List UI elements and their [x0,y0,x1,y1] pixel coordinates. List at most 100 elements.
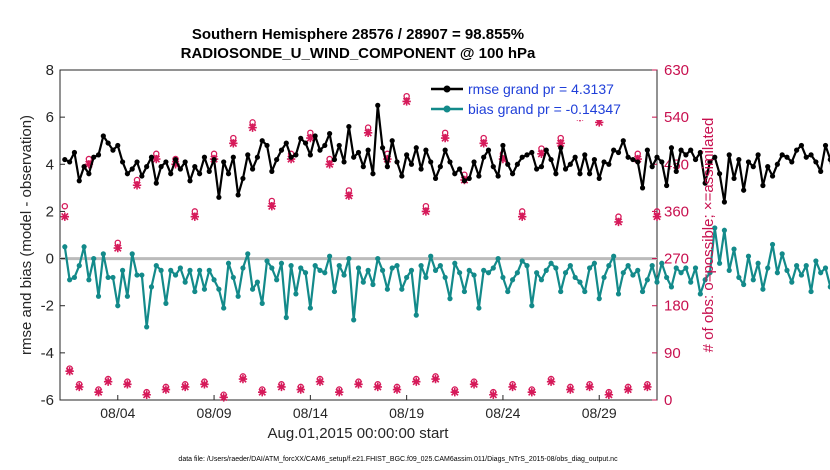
y-tick-label: 4 [46,156,54,173]
rmse-series-point [129,166,135,172]
bias-series-point [129,251,135,257]
bias-series-point [721,227,728,233]
rmse-series-point [144,164,150,170]
rmse-series-point [81,164,87,170]
bias-series-point [144,324,150,330]
rmse-series-point [206,168,212,174]
bias-series-point [615,291,622,297]
bias-series-point [124,293,131,299]
rmse-series-point [105,140,111,146]
bias-series-point [750,277,756,283]
rmse-series-point [639,185,646,191]
obs-assimilated-point [392,385,402,394]
obs-assimilated-point [65,366,74,376]
bias-series-point [697,291,703,297]
rmse-series-point [399,173,405,179]
obs-assimilated-point [103,377,113,386]
rmse-series-point [91,154,97,160]
rmse-series-point [794,147,800,153]
rmse-series-point [168,171,174,177]
rmse-series-point [562,166,569,172]
bias-series-point [529,303,535,309]
rmse-series-point [341,159,347,165]
x-tick-label: 08/14 [293,405,328,421]
bias-series-point [134,272,140,278]
bias-series-point [543,267,549,273]
bias-series-point [794,263,800,269]
y-axis-label: rmse and bias (model - observation) [18,115,35,355]
y2-tick-label: 630 [664,62,689,79]
bias-series-point [302,270,309,276]
bias-series-point [206,267,212,273]
rmse-series-point [591,156,598,163]
bias-series-point [726,267,732,273]
obs-assimilated-point [373,382,382,392]
rmse-series-point [432,175,439,182]
bias-series-point [630,272,636,278]
bias-series-point [278,260,285,266]
bias-series-point [163,300,169,306]
bias-series-point [293,291,299,297]
rmse-series-point [765,164,771,170]
rmse-series-point [197,171,203,177]
bias-series-point [351,317,357,323]
bias-series-point [784,267,790,273]
rmse-series-point [529,149,535,156]
bias-series-point [476,305,482,311]
bias-series-point [659,260,665,266]
rmse-series-point [192,164,198,170]
rmse-series-point [611,147,617,153]
bias-series-point [813,258,819,264]
bias-series-point [201,286,208,292]
rmse-series-point [741,187,747,193]
rmse-series-point [379,145,386,151]
x-tick-label: 08/04 [100,405,135,421]
bias-series-point [798,272,805,278]
rmse-series-point [707,159,713,165]
rmse-series-point [736,156,742,163]
obs-assimilated-point [537,149,546,159]
rmse-series-point [750,164,756,170]
obs-assimilated-point [142,390,151,399]
obs-assimilated-point [479,139,488,148]
bias-series-point [384,286,390,292]
rmse-series-point [322,142,328,149]
bias-series-point [307,305,313,311]
rmse-series-point [798,142,805,149]
obs-possible-point [61,202,69,210]
bias-series-point [168,267,174,273]
bias-series-point [808,288,814,295]
rmse-series-point [225,171,232,177]
bias-series-point [702,277,708,283]
bias-series-point [461,288,468,295]
obs-assimilated-point [633,154,642,164]
bias-series-point [765,265,771,271]
bias-series-point [572,274,578,281]
rmse-series-point [240,175,246,182]
rmse-series-point [408,161,415,167]
rmse-series-point [307,152,313,158]
rmse-series-point [678,147,684,153]
rmse-series-point [601,159,607,165]
x-axis: 08/04 08/09 08/14 08/19 08/24 08/29 [100,395,617,421]
rmse-series-point [784,154,790,160]
rmse-series-point [649,164,655,170]
rmse-series-point [163,159,169,165]
legend-rmse-label: rmse grand pr = 4.3137 [468,81,614,97]
obs-assimilated-point [344,191,354,200]
bias-series-point [216,286,222,292]
bias-series-point [635,267,641,273]
rmse-series-point [514,161,520,167]
obs-assimilated-point [277,382,286,392]
obs-assimilated-point [623,385,633,394]
bias-series-point [562,270,569,276]
rmse-series-point [769,173,776,179]
bias-series-point [62,244,68,250]
obs-assimilated-point [152,154,161,164]
obs-assimilated-point [180,382,190,392]
rmse-series-point [524,152,530,158]
bias-series-point [153,263,159,269]
rmse-series-point [586,171,593,177]
rmse-series-point [187,178,193,184]
rmse-series-point [582,152,588,158]
